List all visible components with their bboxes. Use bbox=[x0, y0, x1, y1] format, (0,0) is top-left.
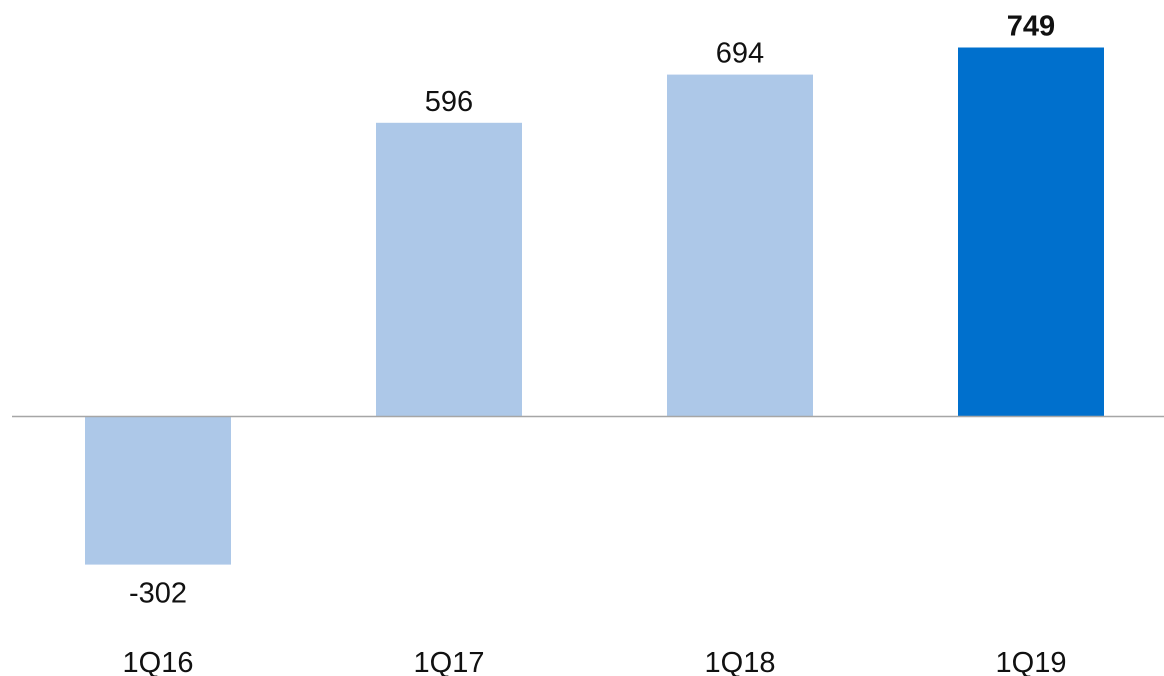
category-label-1q17: 1Q17 bbox=[414, 647, 485, 676]
category-label-1q19: 1Q19 bbox=[996, 647, 1067, 676]
category-label-1q18: 1Q18 bbox=[705, 647, 776, 676]
data-label-1q17: 596 bbox=[425, 86, 473, 118]
category-labels-group: 1Q16 1Q17 1Q18 1Q19 bbox=[123, 647, 1067, 676]
data-label-1q19: 749 bbox=[1007, 11, 1055, 43]
bars-group bbox=[85, 47, 1104, 565]
data-labels-group: -302 596 694 749 bbox=[129, 11, 1055, 610]
bar-1q19 bbox=[958, 47, 1104, 416]
data-label-1q18: 694 bbox=[716, 38, 764, 70]
bar-1q17 bbox=[376, 122, 522, 417]
bar-1q16 bbox=[85, 416, 231, 565]
category-label-1q16: 1Q16 bbox=[123, 647, 194, 676]
bar-1q18 bbox=[667, 74, 813, 416]
data-label-1q16: -302 bbox=[129, 578, 187, 610]
